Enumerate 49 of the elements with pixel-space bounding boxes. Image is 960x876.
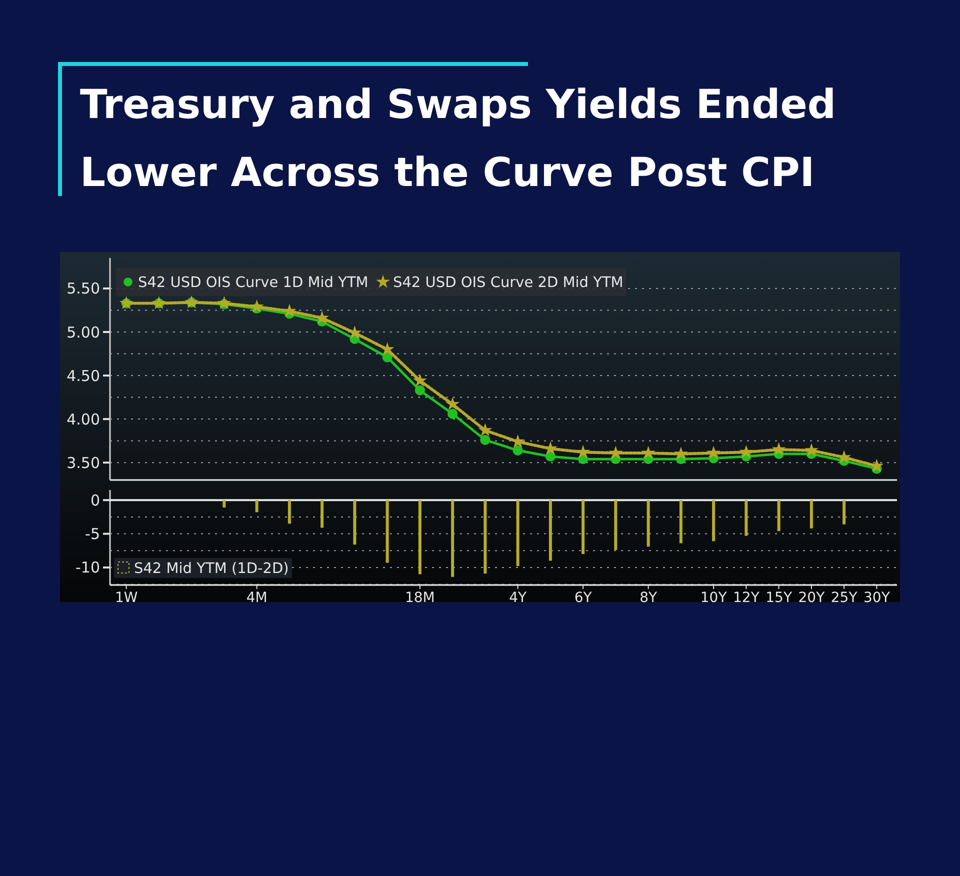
point (772, 442, 786, 456)
y-tick-label: 3.50 (66, 454, 100, 472)
x-tick-label: 10Y (700, 590, 728, 606)
point (576, 444, 590, 458)
chart-title: Treasury and Swaps Yields Ended Lower Across the Curve Post CPI (80, 82, 836, 196)
y-tick-label: 0 (90, 491, 100, 510)
legend-label: S42 Mid YTM (1D-2D) (134, 561, 289, 578)
x-tick-label: 8Y (640, 590, 658, 606)
point (446, 396, 460, 410)
y-tick-label: 5.50 (66, 280, 100, 298)
point (739, 444, 754, 458)
y-tick-label: 4.00 (66, 410, 100, 428)
point (412, 373, 427, 387)
x-tick-label: 15Y (766, 590, 792, 606)
x-tick-label: 20Y (798, 590, 826, 606)
point (448, 408, 458, 419)
point (478, 423, 492, 436)
point (414, 385, 425, 396)
point (512, 445, 523, 456)
legend-label: S42 USD OIS Curve 1D Mid YTM (138, 275, 368, 292)
point (543, 441, 558, 455)
point (348, 326, 362, 339)
x-tick-label: 1W (114, 590, 138, 606)
y-tick-label: 5.00 (66, 323, 100, 342)
point (315, 310, 330, 324)
y-tick-label: -5 (85, 525, 100, 544)
point (545, 451, 556, 462)
x-tick-label: 25Y (830, 590, 858, 606)
point (282, 304, 296, 318)
point (217, 296, 232, 310)
x-tick-label: 30Y (864, 590, 890, 606)
x-tick-label: 6Y (574, 590, 592, 606)
x-tick-label: 4Y (509, 590, 527, 606)
point (706, 446, 721, 459)
legend-label: S42 USD OIS Curve 2D Mid YTM (393, 275, 624, 292)
point (641, 446, 656, 459)
y-tick-label: -10 (76, 558, 100, 577)
point (119, 296, 134, 310)
point (674, 446, 688, 460)
y-tick-label: 4.50 (66, 366, 100, 385)
point (250, 299, 264, 313)
x-tick-label: 12Y (733, 590, 760, 606)
point (380, 342, 394, 356)
point (152, 296, 166, 310)
x-tick-label: 18M (404, 590, 435, 606)
point (480, 434, 490, 445)
x-tick-label: 4M (246, 590, 268, 606)
point (804, 443, 818, 456)
point (608, 446, 623, 459)
